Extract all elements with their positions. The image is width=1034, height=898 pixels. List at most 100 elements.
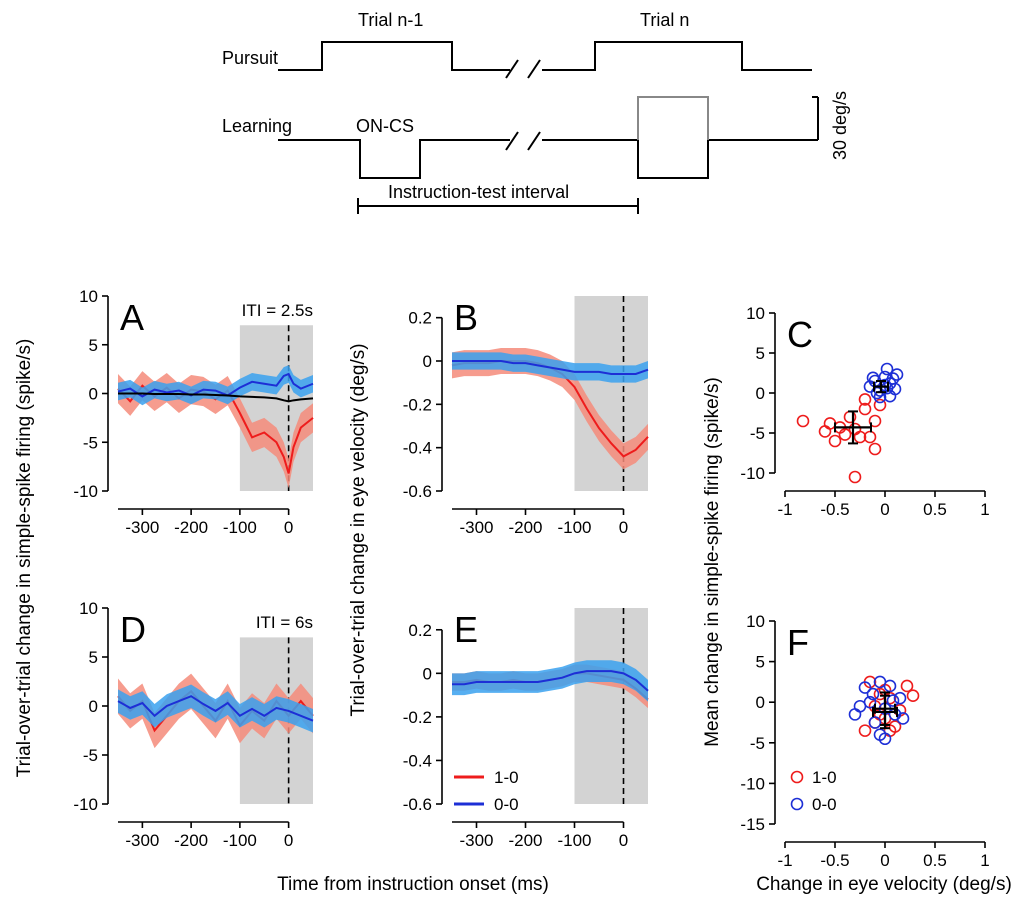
xlabel-velocity: Change in eye velocity (deg/s) [756, 874, 1012, 895]
pursuit-label: Pursuit [222, 48, 278, 68]
y-tick-label: 0.2 [408, 309, 432, 328]
x-tick-label: -1 [777, 500, 792, 519]
panel-label: B [454, 297, 478, 338]
panel-label: C [787, 314, 813, 355]
x-tick-label: 0.5 [923, 500, 947, 519]
data-point-0-0 [863, 695, 877, 709]
oncs-label: ON-CS [356, 116, 414, 136]
y-tick-label: -0.4 [403, 751, 432, 770]
x-tick-label: 0.5 [923, 851, 947, 870]
x-tick-label: -100 [223, 831, 257, 850]
learning-trace [278, 139, 510, 179]
x-tick-label: -300 [459, 831, 493, 850]
y-tick-label: -10 [73, 482, 98, 501]
panel-E: -0.6 -0.4 -0.2 0 0.2 -300 -200 -100 0 E [403, 608, 649, 850]
x-tick-label: 0 [284, 518, 293, 537]
data-point-0-0 [896, 712, 910, 725]
panel-label: D [120, 609, 146, 650]
data-point-0-0 [886, 694, 900, 707]
panel-label: A [120, 297, 144, 338]
x-tick-label: -1 [777, 851, 792, 870]
x-tick-label: -200 [508, 831, 542, 850]
y-tick-label: -5 [83, 746, 98, 765]
series-line-0-0 [452, 670, 649, 692]
x-tick-label: 0 [619, 831, 628, 850]
data-point-0-0 [858, 681, 872, 694]
data-point-1-0 [818, 425, 832, 438]
y-tick-label: 5 [89, 648, 98, 667]
y-tick-label: 10 [746, 304, 765, 323]
data-point-1-0 [848, 470, 862, 484]
panel-F: -15 -10 -5 0 5 10 -1 -0.5 0 0.5 1 F [740, 612, 989, 870]
data-point-0-0 [848, 708, 862, 721]
sem-band-0-0 [118, 365, 313, 406]
y-tick-label: -10 [73, 795, 98, 814]
pursuit-trace [278, 41, 510, 71]
y-tick-label: -15 [740, 815, 765, 834]
y-tick-label: 10 [746, 612, 765, 631]
series-line-0-0 [452, 360, 649, 375]
learning-trace-2 [542, 139, 812, 179]
trial-curr-label: Trial n [640, 10, 689, 30]
x-tick-label: 0 [619, 518, 628, 537]
data-point-0-0 [883, 389, 897, 403]
data-point-1-0 [873, 398, 887, 412]
data-point-0-0 [866, 687, 880, 701]
y-tick-label: 5 [89, 336, 98, 355]
y-tick-label: -0.2 [403, 708, 432, 727]
y-tick-label: -10 [740, 464, 765, 483]
y-tick-label: -5 [83, 433, 98, 452]
series-line-0-0 [117, 695, 314, 722]
legend-time: 1-0 0-0 [454, 768, 519, 814]
interval-label: Instruction-test interval [388, 182, 569, 202]
y-tick-label: -10 [740, 774, 765, 793]
panel-D: -10 -5 0 5 10 -300 -200 -100 0 D ITI = 6s [73, 599, 314, 850]
x-tick-label: 1 [980, 851, 989, 870]
panel-A: -10 -5 0 5 10 -300 -200 -100 0 A ITI = 2.5s [73, 287, 314, 537]
panel-B: -0.6 -0.4 -0.2 0 0.2 -300 -200 -100 0 B [403, 296, 649, 537]
x-tick-label: -200 [174, 518, 208, 537]
y-tick-label: -0.4 [403, 439, 432, 458]
x-tick-label: -200 [508, 518, 542, 537]
ylabel-firing: Trial-over-trial change in simple-spike … [14, 339, 35, 778]
break-mark [505, 131, 519, 151]
sem-band-0-0 [118, 684, 313, 733]
data-point-1-0 [828, 434, 842, 448]
x-tick-label: -200 [174, 831, 208, 850]
scale-label: 30 deg/s [830, 91, 850, 160]
x-tick-label: -300 [125, 518, 159, 537]
legend-label-0-0: 0-0 [494, 795, 519, 814]
y-tick-label: -5 [750, 424, 765, 443]
data-point-0-0 [868, 716, 882, 729]
y-tick-label: -0.6 [403, 795, 432, 814]
data-point-0-0 [878, 732, 892, 746]
xlabel-time: Time from instruction onset (ms) [277, 874, 549, 895]
y-tick-label: 5 [756, 344, 765, 363]
x-tick-label: -0.5 [820, 500, 849, 519]
break-mark [527, 131, 541, 151]
data-point-0-0 [886, 372, 900, 385]
schematic: Trial n-1 Trial n Pursuit Learning ON-CS… [222, 10, 850, 214]
data-point-1-0 [858, 393, 872, 406]
data-point-1-0 [853, 430, 867, 444]
y-tick-label: 5 [756, 653, 765, 672]
y-tick-label: 0.2 [408, 621, 432, 640]
x-tick-label: 1 [980, 500, 989, 519]
panel-label: F [787, 622, 809, 663]
legend-label-1-0: 1-0 [812, 768, 837, 787]
ylabel-eye: Trial-over-trial change in eye velocity … [348, 343, 369, 716]
shaded-region [574, 296, 648, 491]
sem-band-1-0 [452, 348, 648, 470]
y-tick-label: 10 [79, 599, 98, 618]
y-tick-label: 0 [756, 384, 765, 403]
legend-label-0-0: 0-0 [812, 795, 837, 814]
data-point-1-0 [838, 428, 852, 441]
x-tick-label: -300 [459, 518, 493, 537]
ylabel-mean: Mean change in simple-spike firing (spik… [702, 377, 723, 747]
legend-marker-0-0 [790, 797, 804, 811]
break-mark [527, 59, 541, 79]
shaded-region [239, 325, 313, 491]
y-tick-label: 0 [89, 385, 98, 404]
